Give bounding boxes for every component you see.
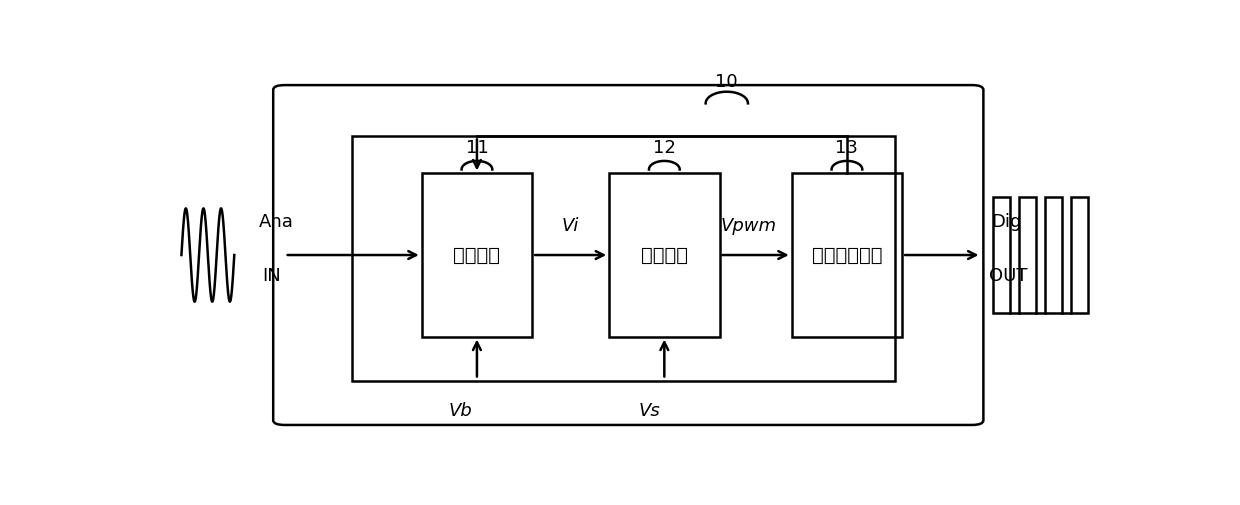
Bar: [609, 173, 719, 337]
Bar: [1045, 197, 1063, 313]
Text: IN: IN: [263, 268, 281, 285]
Text: 11: 11: [465, 139, 489, 157]
Text: 10: 10: [715, 73, 738, 91]
Bar: [1019, 197, 1037, 313]
Bar: [791, 173, 903, 337]
Bar: [422, 173, 532, 337]
Text: Vpwm: Vpwm: [720, 217, 777, 235]
Text: OUT: OUT: [990, 268, 1028, 285]
Text: 功率输出模块: 功率输出模块: [812, 245, 882, 265]
Bar: [352, 136, 895, 381]
Text: 12: 12: [653, 139, 676, 157]
Text: Vi: Vi: [562, 217, 579, 235]
Bar: [1071, 197, 1089, 313]
Text: Vb: Vb: [449, 401, 472, 420]
Text: Ana: Ana: [259, 213, 294, 231]
Text: 比较模块: 比较模块: [641, 245, 688, 265]
Text: 滤波模块: 滤波模块: [454, 245, 501, 265]
Text: 13: 13: [836, 139, 858, 157]
Text: Vs: Vs: [639, 401, 661, 420]
Bar: [993, 197, 1011, 313]
Text: Dig: Dig: [991, 213, 1022, 231]
